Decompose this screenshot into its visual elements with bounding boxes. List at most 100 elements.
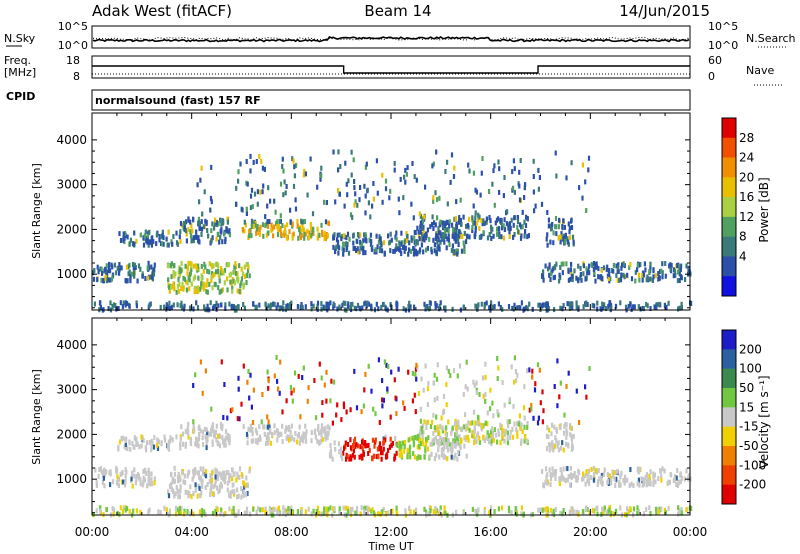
echo-cell xyxy=(559,234,562,240)
echo-cell xyxy=(167,489,170,495)
echo-cell xyxy=(414,371,417,377)
echo-cell xyxy=(513,215,516,221)
echo-cell xyxy=(332,235,335,241)
echo-cell xyxy=(340,236,343,242)
echo-cell xyxy=(112,507,115,513)
echo-cell xyxy=(226,219,229,225)
echo-cell xyxy=(618,482,621,488)
echo-cell xyxy=(618,277,621,283)
echo-cell xyxy=(294,431,297,436)
echo-cell xyxy=(447,233,450,239)
echo-cell xyxy=(474,210,477,216)
echo-cell xyxy=(138,444,141,450)
echo-cell xyxy=(190,233,193,239)
echo-cell xyxy=(337,167,340,173)
echo-cell xyxy=(367,506,371,512)
echo-cell xyxy=(685,507,688,513)
echo-cell xyxy=(575,304,578,310)
echo-cell xyxy=(182,306,185,312)
echo-cell xyxy=(310,232,313,238)
echo-cell xyxy=(299,235,302,241)
echo-cell xyxy=(381,172,384,178)
echo-cell xyxy=(543,302,546,308)
echo-cell xyxy=(147,275,150,281)
echo-cell xyxy=(464,384,467,390)
echo-cell xyxy=(444,228,447,234)
echo-cell xyxy=(424,184,427,190)
echo-cell xyxy=(507,304,511,309)
freq-trace xyxy=(92,65,690,74)
echo-cell xyxy=(301,226,304,232)
echo-cell xyxy=(636,510,639,516)
echo-cell xyxy=(232,472,235,477)
echo-cell xyxy=(668,479,671,485)
echo-cell xyxy=(440,415,443,421)
echo-cell xyxy=(592,472,595,478)
echo-cell xyxy=(215,468,219,474)
echo-cell xyxy=(168,300,171,306)
echo-cell xyxy=(218,274,221,280)
echo-cell xyxy=(640,476,643,482)
echo-cell xyxy=(242,424,245,429)
echo-cell xyxy=(124,473,127,479)
echo-cell xyxy=(559,265,562,270)
echo-cell xyxy=(122,505,125,511)
echo-cell xyxy=(251,420,255,425)
echo-cell xyxy=(169,262,172,268)
echo-cell xyxy=(112,302,115,308)
echo-cell xyxy=(323,199,326,205)
echo-cell xyxy=(605,510,608,516)
echo-cell xyxy=(212,273,215,279)
echo-cell xyxy=(675,482,678,487)
echo-cell xyxy=(228,492,231,498)
echo-cell xyxy=(377,453,380,459)
echo-cell xyxy=(205,436,208,442)
echo-cell xyxy=(475,221,478,226)
colorbar-segment xyxy=(722,157,736,178)
echo-cell xyxy=(432,508,435,514)
echo-cell xyxy=(478,234,481,240)
echo-cell xyxy=(201,470,204,476)
echo-cell xyxy=(247,426,250,432)
echo-cell xyxy=(262,233,265,239)
echo-cell xyxy=(221,239,224,245)
echo-cell xyxy=(505,221,508,227)
echo-cell xyxy=(510,364,513,370)
echo-cell xyxy=(393,456,396,462)
echo-cell xyxy=(253,191,257,197)
echo-cell xyxy=(384,186,388,192)
echo-cell xyxy=(183,276,187,282)
echo-cell xyxy=(358,197,361,203)
echo-cell xyxy=(182,275,185,281)
echo-cell xyxy=(361,305,364,311)
echo-cell xyxy=(116,510,119,516)
echo-cell xyxy=(518,183,521,189)
echo-cell xyxy=(309,222,312,227)
cpid-panel-frame xyxy=(91,89,691,111)
echo-cell xyxy=(362,238,365,244)
echo-cell xyxy=(580,277,583,283)
echo-cell xyxy=(664,261,667,266)
echo-cell xyxy=(419,455,422,460)
echo-cell xyxy=(586,302,589,307)
echo-cell xyxy=(509,429,512,435)
echo-cell xyxy=(277,505,281,511)
echo-cell xyxy=(490,300,493,306)
echo-cell xyxy=(307,235,310,241)
echo-cell xyxy=(397,196,400,202)
echo-cell xyxy=(318,232,321,238)
echo-cell xyxy=(190,281,193,287)
echo-cell xyxy=(109,482,112,488)
echo-cell xyxy=(661,261,664,267)
nsearch-tick-top: 10^5 xyxy=(708,20,738,33)
echo-cell xyxy=(451,446,454,452)
echo-cell xyxy=(476,421,479,426)
y-tick-label: 4000 xyxy=(56,338,87,352)
echo-cell xyxy=(269,427,272,433)
velocity-cells xyxy=(92,355,693,518)
echo-cell xyxy=(246,268,250,274)
echo-cell xyxy=(482,230,485,236)
colorbar-segment xyxy=(722,236,736,257)
echo-cell xyxy=(131,271,134,277)
echo-cell xyxy=(463,230,466,236)
